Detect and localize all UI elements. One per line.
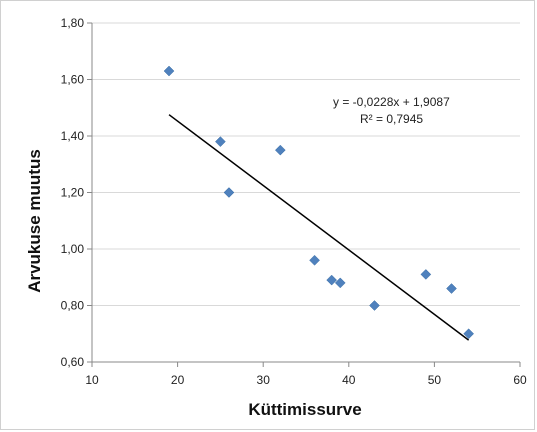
data-point [326, 274, 338, 286]
y-tick-label: 1,00 [61, 242, 85, 256]
r-squared-label: R² = 0,7945 [360, 112, 423, 126]
data-point [223, 187, 235, 198]
trendline-group [168, 114, 470, 341]
x-tick-label: 10 [85, 373, 99, 387]
y-tick-label: 0,60 [61, 355, 85, 369]
data-point [274, 144, 286, 156]
x-tick-label: 40 [342, 373, 356, 387]
y-tick-label: 0,80 [61, 299, 85, 313]
axes [87, 22, 521, 367]
data-point [446, 283, 457, 294]
y-tick-label: 1,20 [61, 186, 85, 200]
y-tick-label: 1,80 [61, 16, 85, 30]
trendline-equation: y = -0,0228x + 1,9087 [333, 95, 450, 109]
data-point [215, 136, 226, 148]
y-tick-label: 1,60 [61, 73, 85, 87]
data-point [334, 277, 346, 289]
grid-lines [92, 22, 520, 306]
y-tick-label: 1,40 [61, 129, 85, 143]
x-tick-label: 60 [513, 373, 527, 387]
data-point [369, 300, 380, 311]
data-points [163, 65, 474, 340]
trendline [168, 114, 470, 341]
x-tick-label: 20 [171, 373, 185, 387]
tick-labels: 0,60 0,80 1,00 1,20 1,40 1,60 1,80 10 20 30 40 50 60 [61, 16, 527, 387]
data-point [463, 328, 474, 340]
data-point [163, 65, 175, 77]
data-point [309, 254, 320, 266]
x-axis-title: Küttimissurve [248, 400, 361, 419]
data-point [420, 269, 432, 280]
y-axis-title: Arvukuse muutus [25, 149, 44, 293]
x-tick-label: 30 [257, 373, 271, 387]
x-tick-label: 50 [428, 373, 442, 387]
